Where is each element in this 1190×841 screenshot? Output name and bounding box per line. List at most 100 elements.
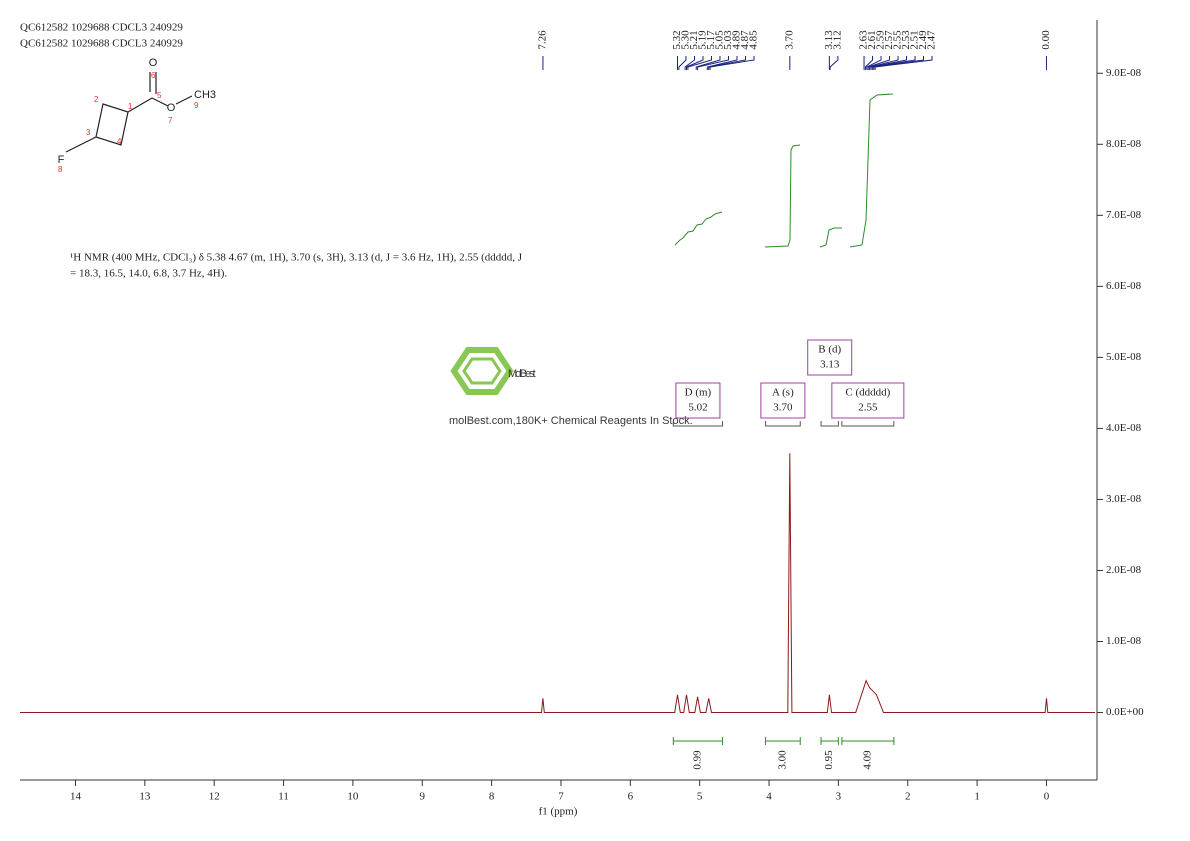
peak-label: 4.87 bbox=[739, 30, 751, 50]
nmr-description: ¹H NMR (400 MHz, CDCl₃) δ 5.38 4.67 (m, … bbox=[70, 252, 523, 264]
atom-number: 3 bbox=[86, 128, 91, 137]
peak-marker bbox=[874, 56, 933, 70]
logo bbox=[462, 357, 502, 385]
peak-marker bbox=[867, 56, 891, 70]
peak-marker bbox=[870, 56, 908, 70]
peak-marker bbox=[686, 56, 704, 70]
title: QC612582 1029688 CDCL3 240929 bbox=[20, 38, 183, 50]
atom-number: 4 bbox=[117, 137, 122, 146]
peak-label: 5.21 bbox=[688, 30, 700, 49]
y-tick-label: 0.0E+00 bbox=[1106, 706, 1144, 718]
y-tick-label: 8.0E-08 bbox=[1106, 138, 1142, 150]
multiplet-box bbox=[675, 382, 721, 419]
integral-curve bbox=[674, 211, 723, 246]
peak-label: 2.55 bbox=[892, 30, 904, 50]
peak-label: 2.57 bbox=[883, 30, 895, 50]
integral-value: 0.99 bbox=[691, 750, 703, 770]
y-tick-label: 4.0E-08 bbox=[1106, 422, 1142, 434]
peak-marker bbox=[871, 56, 916, 70]
atom: O bbox=[167, 102, 176, 114]
multiplet-label: C (ddddd) bbox=[845, 387, 890, 399]
x-tick-label: 9 bbox=[420, 791, 426, 803]
peak-label: 2.59 bbox=[875, 30, 887, 50]
peak-marker bbox=[873, 56, 925, 70]
peak-marker bbox=[709, 56, 755, 70]
multiplet-range bbox=[765, 421, 801, 427]
integral-range bbox=[765, 737, 801, 745]
logo bbox=[450, 347, 514, 395]
atom: O bbox=[149, 57, 158, 69]
integral-range bbox=[841, 737, 895, 745]
integral-curve bbox=[819, 227, 842, 248]
peak-marker bbox=[864, 56, 874, 70]
x-tick-label: 3 bbox=[836, 791, 842, 803]
x-tick-label: 4 bbox=[766, 791, 772, 803]
x-tick-label: 10 bbox=[347, 791, 359, 803]
integral-value: 4.09 bbox=[861, 750, 873, 770]
x-tick-label: 1 bbox=[974, 791, 980, 803]
integral-curve bbox=[764, 144, 801, 248]
peak-marker bbox=[678, 56, 687, 70]
x-tick-label: 13 bbox=[139, 791, 151, 803]
y-tick-label: 9.0E-08 bbox=[1106, 67, 1142, 79]
multiplet-shift: 5.02 bbox=[688, 402, 707, 414]
peak-label: 5.30 bbox=[680, 30, 692, 50]
multiplet-label: D (m) bbox=[685, 387, 712, 399]
peak-label: 2.53 bbox=[900, 30, 912, 50]
x-tick-label: 5 bbox=[697, 791, 703, 803]
x-tick-label: 12 bbox=[209, 791, 220, 803]
bonds bbox=[65, 72, 193, 153]
peak-label: 2.63 bbox=[858, 30, 870, 50]
multiplet-shift: 2.55 bbox=[858, 402, 878, 414]
peak-label: 3.12 bbox=[831, 30, 843, 49]
x-tick-label: 8 bbox=[489, 791, 495, 803]
peak-marker bbox=[706, 56, 738, 70]
atom-number: 5 bbox=[157, 91, 162, 100]
peak-marker bbox=[869, 56, 899, 70]
x-tick-label: 11 bbox=[278, 791, 289, 803]
y-tick-label: 2.0E-08 bbox=[1106, 564, 1142, 576]
multiplet-label: A (s) bbox=[772, 387, 794, 399]
atom: CH3 bbox=[194, 89, 216, 101]
multiplet-shift: 3.13 bbox=[820, 359, 840, 371]
peak-marker bbox=[684, 56, 695, 70]
peak-label: 5.32 bbox=[671, 30, 683, 49]
multiplet-box bbox=[831, 382, 905, 419]
structure: O O CH3 F 1 2 3 4 5 6 7 8 9 bbox=[58, 57, 216, 174]
peak-label: 0.00 bbox=[1040, 30, 1052, 50]
multiplet-box bbox=[807, 339, 853, 376]
peak-label: 7.26 bbox=[536, 30, 548, 50]
peak-label: 2.47 bbox=[926, 30, 938, 50]
multiplet-range bbox=[672, 421, 724, 427]
multiplet-range bbox=[841, 421, 895, 427]
integral-curve bbox=[849, 93, 894, 248]
watermark: MolBest molBest.com,180K+ Chemical Reage… bbox=[449, 347, 693, 427]
peak-label: 4.85 bbox=[748, 30, 760, 50]
peak-label: 2.61 bbox=[866, 30, 878, 49]
atom-number: 1 bbox=[128, 102, 133, 111]
multiplet-box bbox=[760, 382, 806, 419]
peak-marker bbox=[708, 56, 746, 70]
multiplet-label: B (d) bbox=[818, 344, 841, 356]
peak-marker bbox=[687, 56, 712, 70]
y-tick-label: 7.0E-08 bbox=[1106, 209, 1142, 221]
y-tick-label: 5.0E-08 bbox=[1106, 351, 1142, 363]
peak-label: 5.05 bbox=[714, 30, 726, 50]
peak-label: 3.70 bbox=[783, 30, 795, 50]
peak-marker bbox=[695, 56, 721, 70]
x-tick-label: 7 bbox=[558, 791, 564, 803]
nmr-description: = 18.3, 16.5, 14.0, 6.8, 3.7 Hz, 4H). bbox=[70, 268, 227, 280]
x-axis-label: f1 (ppm) bbox=[539, 806, 578, 818]
y-tick-label: 3.0E-08 bbox=[1106, 493, 1142, 505]
atom-number: 2 bbox=[94, 95, 99, 104]
x-tick-label: 0 bbox=[1044, 791, 1050, 803]
integral-value: 0.95 bbox=[823, 750, 835, 770]
tagline: molBest.com,180K+ Chemical Reagents In S… bbox=[449, 415, 693, 427]
integral-value: 3.00 bbox=[776, 750, 788, 770]
peak-label: 3.13 bbox=[823, 30, 835, 50]
peak-marker bbox=[697, 56, 729, 70]
atom: F bbox=[58, 154, 65, 166]
x-tick-label: 14 bbox=[70, 791, 82, 803]
integral-range bbox=[672, 737, 724, 745]
